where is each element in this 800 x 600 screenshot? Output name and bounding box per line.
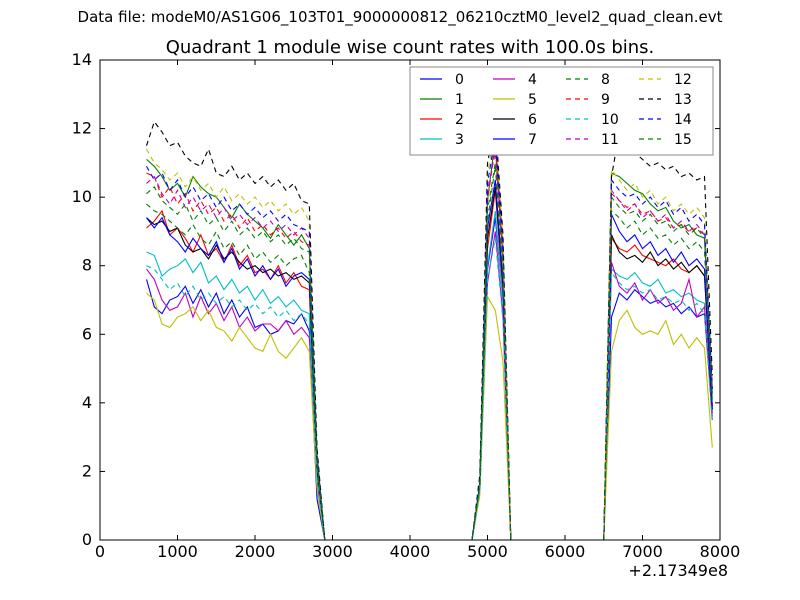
series-line-3 <box>146 210 713 540</box>
legend-label-6: 6 <box>528 112 537 128</box>
y-tick-label: 2 <box>82 461 92 480</box>
series-line-15 <box>146 162 713 540</box>
y-tick-label: 0 <box>82 530 92 549</box>
x-axis-offset-label: +2.17349e8 <box>628 561 728 580</box>
x-tick-label: 4000 <box>390 542 431 561</box>
x-tick-label: 3000 <box>312 542 353 561</box>
x-tick-label: 8000 <box>700 542 741 561</box>
legend-label-10: 10 <box>601 112 619 128</box>
series-line-5 <box>146 292 713 540</box>
series-lines <box>145 120 713 540</box>
legend-label-8: 8 <box>601 72 610 88</box>
series-line-6 <box>146 186 713 540</box>
series-line-1 <box>146 138 713 540</box>
series-line-14 <box>146 135 713 540</box>
legend-label-5: 5 <box>528 92 537 108</box>
legend-label-14: 14 <box>674 112 692 128</box>
x-axis: 0 1000 2000 3000 4000 5000 6000 7000 8000 <box>95 60 740 561</box>
legend-label-7: 7 <box>528 132 537 148</box>
x-tick-label: 6000 <box>545 542 586 561</box>
legend-label-12: 12 <box>674 72 692 88</box>
legend-label-3: 3 <box>455 132 464 148</box>
legend-label-11: 11 <box>601 132 619 148</box>
series-line-7 <box>146 179 713 540</box>
series-line-0 <box>145 217 713 540</box>
y-tick-label: 6 <box>82 324 92 343</box>
legend-label-1: 1 <box>455 92 464 108</box>
y-tick-label: 14 <box>72 50 92 69</box>
y-tick-label: 10 <box>72 187 92 206</box>
legend-label-2: 2 <box>455 112 464 128</box>
series-line-9 <box>146 145 713 540</box>
legend-box <box>409 66 714 156</box>
y-tick-label: 8 <box>82 256 92 275</box>
series-line-2 <box>146 190 713 540</box>
legend-label-15: 15 <box>674 132 692 148</box>
legend-label-13: 13 <box>674 92 692 108</box>
x-tick-label: 0 <box>95 542 105 561</box>
legend-label-9: 9 <box>601 92 610 108</box>
series-line-4 <box>146 231 713 540</box>
series-line-8 <box>146 166 713 540</box>
chart-title: Quadrant 1 module wise count rates with … <box>165 37 655 58</box>
x-tick-label: 2000 <box>235 542 276 561</box>
y-tick-label: 12 <box>72 119 92 138</box>
legend-label-4: 4 <box>528 72 537 88</box>
x-tick-label: 5000 <box>467 542 508 561</box>
data-file-label: Data file: modeM0/AS1G06_103T01_90000008… <box>77 8 723 26</box>
x-tick-label: 7000 <box>622 542 663 561</box>
legend-label-0: 0 <box>455 72 464 88</box>
series-line-11 <box>146 152 713 540</box>
y-tick-label: 4 <box>82 393 92 412</box>
x-tick-label: 1000 <box>157 542 198 561</box>
